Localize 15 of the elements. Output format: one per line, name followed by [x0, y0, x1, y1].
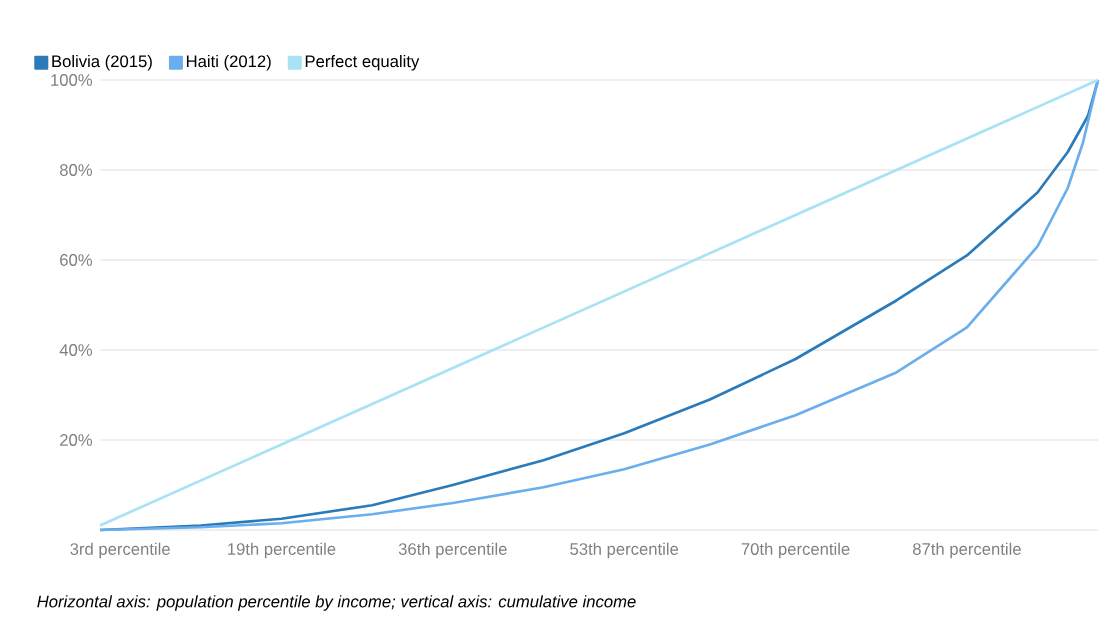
- x-tick-label: 3rd percentile: [70, 542, 170, 559]
- legend-label: Perfect equality: [305, 54, 420, 71]
- y-tick-label: 80%: [60, 164, 93, 176]
- y-tick-label: 20%: [60, 434, 93, 446]
- y-tick-label: 40%: [59, 344, 93, 356]
- y-tick-label: 100%: [51, 74, 93, 86]
- x-tick-label: 87th percentile: [913, 542, 1021, 559]
- x-tick-label: 19th percentile: [228, 542, 336, 559]
- y-tick-label: 60%: [60, 254, 93, 266]
- text: Horizontal axis: population percentile by income; vertical axis: cumulative income: [37, 595, 636, 611]
- legend-label: Haiti (2012): [186, 54, 271, 71]
- legend-label: Bolivia (2015): [52, 54, 152, 71]
- x-tick-label: 36th percentile: [398, 542, 507, 559]
- x-tick-label: 53th percentile: [570, 542, 679, 559]
- x-tick-label: 70th percentile: [741, 542, 850, 559]
